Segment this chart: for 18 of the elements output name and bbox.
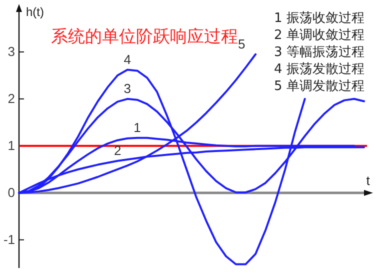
annotation: 4 振荡发散过程 (274, 62, 364, 77)
annotation: 3 等幅振荡过程 (274, 45, 364, 60)
series-label: 5 (238, 36, 246, 52)
annotation: 2 单调收敛过程 (274, 28, 364, 43)
series-label: 4 (124, 52, 132, 67)
y-tick-label: 3 (8, 44, 15, 59)
series-label: 3 (124, 80, 132, 96)
y-tick-label: 0 (8, 184, 15, 200)
y-tick-label: 1 (8, 138, 15, 153)
y-tick-label: -1 (3, 232, 15, 247)
x-axis-title: t (366, 172, 370, 188)
text: 系统的单位阶跃响应过程 (51, 27, 238, 46)
y-axis-title: h(t) (26, 5, 44, 19)
y-tick-label: 2 (8, 90, 15, 106)
annotation: 1 振荡收敛过程 (274, 11, 364, 26)
annotation: 5 单调发散过程 (274, 79, 364, 94)
series-label: 1 (134, 120, 141, 135)
series-label: 2 (114, 142, 122, 158)
